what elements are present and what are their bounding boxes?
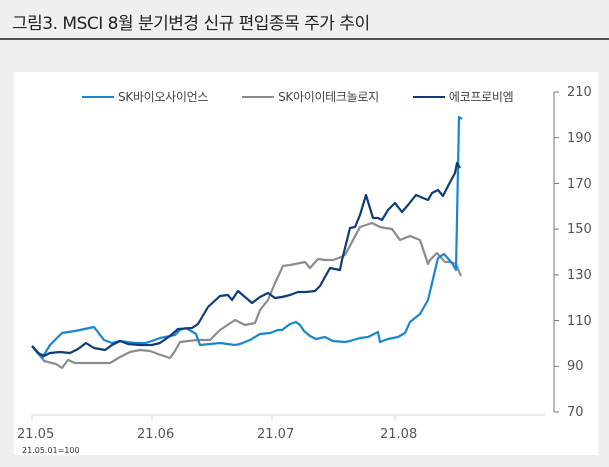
y-tick-label: 130 — [567, 268, 592, 283]
y-tick-label: 210 — [567, 85, 592, 100]
legend-swatch — [242, 95, 275, 98]
legend-swatch — [82, 95, 114, 98]
legend-label: SK아이이테크놀로지 — [278, 90, 379, 104]
y-tick-label: 190 — [567, 131, 592, 146]
legend-item-ecoprobm: 에코프로비엠 — [412, 88, 514, 105]
legend-label: 에코프로비엠 — [448, 90, 514, 104]
legend-item-sk-ietechnology: SK아이이테크놀로지 — [242, 88, 379, 105]
series-line — [31, 221, 463, 370]
title-divider — [0, 38, 609, 40]
x-tick-label: 21.08 — [380, 427, 418, 442]
y-tick-label: 170 — [567, 177, 592, 192]
x-axis-ticks — [31, 415, 396, 420]
x-tick-label: 21.06 — [137, 427, 175, 442]
legend-item-sk-bioscience: SK바이오사이언스 — [82, 88, 208, 105]
series-line — [31, 161, 461, 358]
legend: SK바이오사이언스 SK아이이테크놀로지 에코프로비엠 — [82, 88, 514, 105]
chart-title: 그림3. MSCI 8월 분기변경 신규 편입종목 주가 추이 — [12, 14, 370, 34]
series-lines — [31, 115, 463, 370]
legend-label: SK바이오사이언스 — [118, 90, 209, 104]
y-tick-label: 90 — [567, 359, 584, 374]
y-tick-label: 150 — [567, 222, 592, 237]
y-tick-label: 70 — [567, 405, 584, 420]
legend-swatch — [412, 95, 445, 98]
x-tick-label: 21.05 — [17, 427, 55, 442]
y-tick-label: 110 — [567, 314, 592, 329]
base-note: 21.05.01=100 — [22, 446, 80, 455]
y-axis-ticks — [554, 91, 559, 413]
x-tick-label: 21.07 — [257, 427, 295, 442]
